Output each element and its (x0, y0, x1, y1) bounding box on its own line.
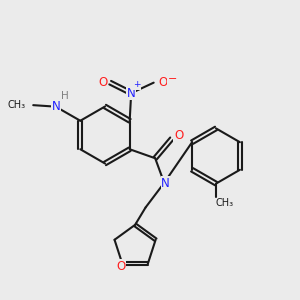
Text: −: − (168, 74, 177, 84)
Text: N: N (127, 87, 136, 100)
Text: O: O (98, 76, 107, 89)
Text: CH₃: CH₃ (215, 198, 233, 208)
Text: N: N (161, 177, 170, 190)
Text: CH₃: CH₃ (8, 100, 26, 110)
Text: N: N (52, 100, 61, 113)
Text: O: O (116, 260, 125, 273)
Text: +: + (133, 80, 140, 89)
Text: H: H (61, 91, 69, 101)
Text: O: O (174, 129, 183, 142)
Text: O: O (158, 76, 167, 89)
